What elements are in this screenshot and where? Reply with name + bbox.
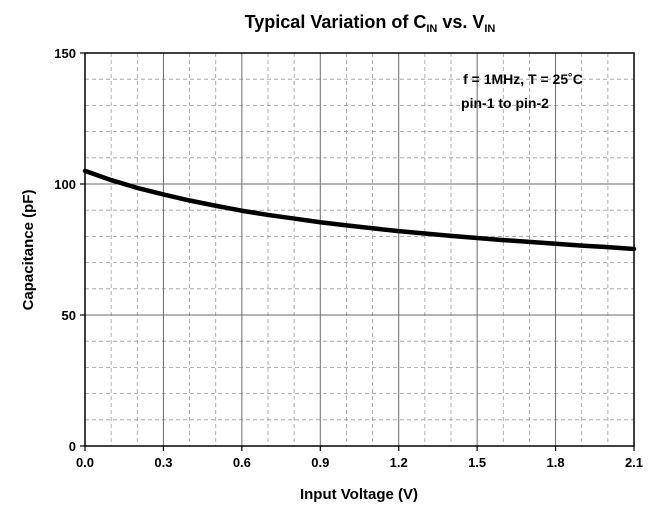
annotation-conditions: f = 1MHz, T = 25˚C (463, 71, 583, 87)
plot-frame (84, 52, 635, 447)
x-tick-label: 0.3 (154, 455, 172, 470)
y-axis-label: Capacitance (pF) (20, 190, 37, 311)
x-tick-label: 1.2 (390, 455, 408, 470)
x-tick-label: 1.8 (547, 455, 565, 470)
series-line-capacitance (82, 168, 637, 252)
x-tick-label: 0.6 (233, 455, 251, 470)
grid-minor (85, 53, 634, 446)
y-tick-label: 50 (62, 308, 76, 323)
y-tick-label: 100 (54, 177, 76, 192)
y-axis-ticks: 0 50 100 150 (54, 46, 85, 454)
x-axis-label: Input Voltage (V) (300, 486, 418, 503)
x-tick-label: 0.0 (76, 455, 94, 470)
x-tick-label: 0.9 (311, 455, 329, 470)
chart-title: Typical Variation of CIN vs. VIN (245, 12, 496, 35)
y-tick-label: 0 (69, 439, 76, 454)
y-tick-label: 150 (54, 46, 76, 61)
annotation-pins: pin-1 to pin-2 (461, 95, 549, 111)
x-axis-ticks: 0.0 0.3 0.6 0.9 1.2 1.5 1.8 2.1 (76, 446, 643, 470)
x-tick-label: 1.5 (468, 455, 486, 470)
x-tick-label: 2.1 (625, 455, 643, 470)
grid-major (85, 53, 634, 446)
